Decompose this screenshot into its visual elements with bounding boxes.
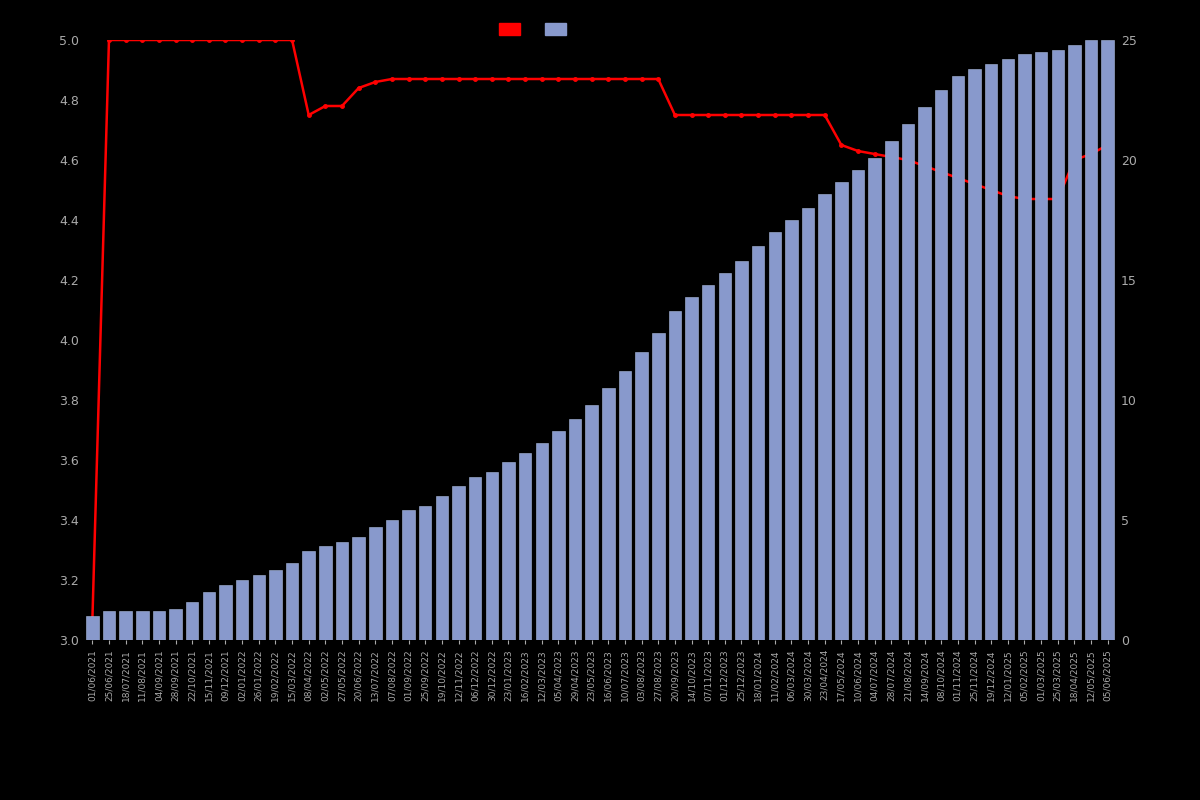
Bar: [918, 107, 931, 640]
Bar: [785, 220, 798, 640]
Bar: [569, 419, 581, 640]
Bar: [469, 477, 481, 640]
Bar: [402, 510, 415, 640]
Bar: [119, 611, 132, 640]
Bar: [635, 352, 648, 640]
Bar: [370, 527, 382, 640]
Bar: [419, 506, 432, 640]
Bar: [1019, 54, 1031, 640]
Bar: [702, 285, 714, 640]
Bar: [802, 208, 815, 640]
Bar: [1102, 40, 1114, 640]
Bar: [518, 453, 532, 640]
Bar: [103, 611, 115, 640]
Bar: [220, 585, 232, 640]
Bar: [436, 496, 448, 640]
Bar: [136, 611, 149, 640]
Bar: [203, 592, 215, 640]
Bar: [852, 170, 864, 640]
Bar: [602, 388, 614, 640]
Bar: [1002, 59, 1014, 640]
Bar: [1085, 40, 1097, 640]
Bar: [552, 431, 565, 640]
Bar: [319, 546, 331, 640]
Bar: [818, 194, 830, 640]
Bar: [269, 570, 282, 640]
Bar: [768, 232, 781, 640]
Bar: [252, 575, 265, 640]
Bar: [535, 443, 548, 640]
Bar: [985, 64, 997, 640]
Bar: [619, 371, 631, 640]
Bar: [736, 261, 748, 640]
Bar: [685, 297, 697, 640]
Bar: [503, 462, 515, 640]
Bar: [968, 69, 980, 640]
Bar: [869, 158, 881, 640]
Bar: [86, 616, 98, 640]
Bar: [452, 486, 464, 640]
Bar: [752, 246, 764, 640]
Bar: [152, 611, 166, 640]
Bar: [1034, 52, 1048, 640]
Bar: [353, 537, 365, 640]
Bar: [286, 563, 299, 640]
Bar: [835, 182, 847, 640]
Bar: [169, 609, 181, 640]
Bar: [385, 520, 398, 640]
Bar: [186, 602, 198, 640]
Bar: [668, 311, 682, 640]
Bar: [486, 472, 498, 640]
Bar: [236, 580, 248, 640]
Bar: [336, 542, 348, 640]
Bar: [719, 273, 731, 640]
Bar: [901, 124, 914, 640]
Bar: [1068, 45, 1081, 640]
Bar: [652, 333, 665, 640]
Bar: [1051, 50, 1064, 640]
Bar: [886, 141, 898, 640]
Bar: [952, 76, 964, 640]
Bar: [302, 551, 314, 640]
Bar: [586, 405, 598, 640]
Legend: , : ,: [499, 23, 577, 37]
Bar: [935, 90, 948, 640]
